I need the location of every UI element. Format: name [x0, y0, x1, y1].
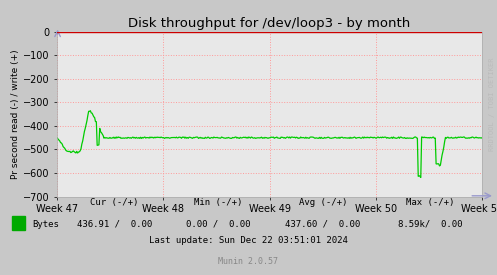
Text: RRDTOOL / TOBI OETIKER: RRDTOOL / TOBI OETIKER — [489, 58, 495, 151]
Text: Max (-/+): Max (-/+) — [406, 198, 454, 207]
Text: 8.59k/  0.00: 8.59k/ 0.00 — [398, 220, 462, 229]
Text: Munin 2.0.57: Munin 2.0.57 — [219, 257, 278, 266]
Text: Last update: Sun Dec 22 03:51:01 2024: Last update: Sun Dec 22 03:51:01 2024 — [149, 236, 348, 245]
Text: Min (-/+): Min (-/+) — [194, 198, 243, 207]
Text: 436.91 /  0.00: 436.91 / 0.00 — [77, 220, 152, 229]
Y-axis label: Pr second read (-) / write (+): Pr second read (-) / write (+) — [11, 49, 20, 179]
Text: Cur (-/+): Cur (-/+) — [90, 198, 139, 207]
Text: 437.60 /  0.00: 437.60 / 0.00 — [285, 220, 361, 229]
Text: Avg (-/+): Avg (-/+) — [299, 198, 347, 207]
Text: 0.00 /  0.00: 0.00 / 0.00 — [186, 220, 251, 229]
Title: Disk throughput for /dev/loop3 - by month: Disk throughput for /dev/loop3 - by mont… — [129, 17, 411, 31]
Text: Bytes: Bytes — [32, 220, 59, 229]
